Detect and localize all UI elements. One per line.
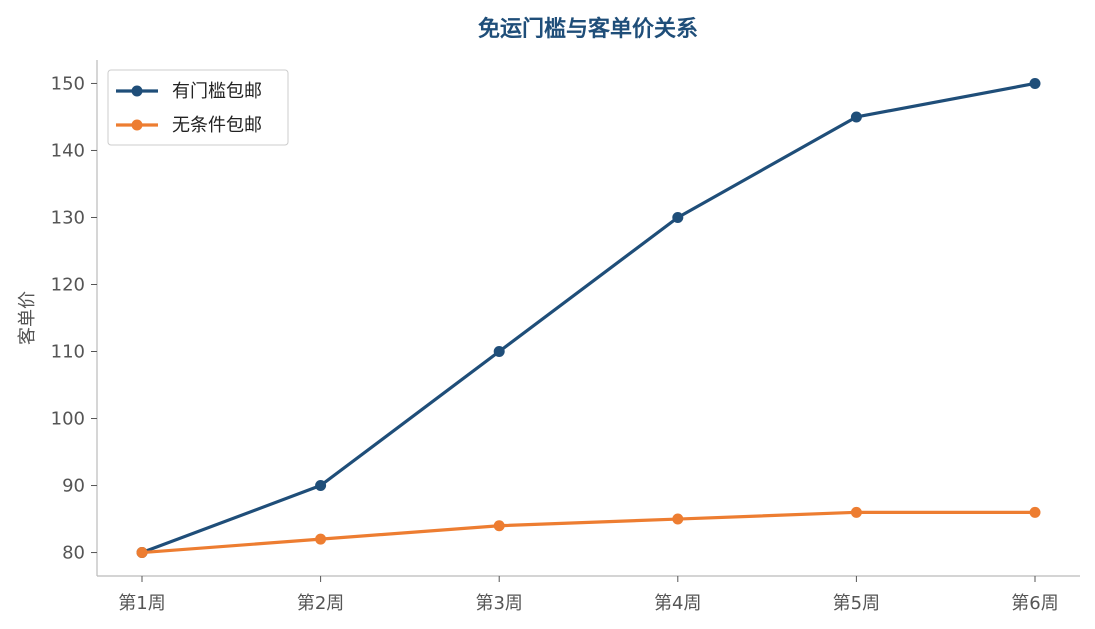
data-point — [1029, 77, 1041, 89]
x-tick-label: 第6周 — [1011, 593, 1058, 614]
data-point — [315, 480, 327, 492]
data-point — [493, 520, 505, 532]
legend-item: 无条件包邮 — [116, 115, 262, 136]
legend-marker — [131, 119, 143, 131]
x-tick-label: 第4周 — [654, 593, 701, 614]
chart-title: 免运门槛与客单价关系 — [478, 16, 698, 42]
data-point — [850, 506, 862, 518]
y-axis-ticks: 80 90 100 110 120 130 140 150 — [51, 73, 97, 564]
y-tick-label: 130 — [51, 207, 85, 228]
data-point — [136, 547, 148, 559]
y-tick-label: 120 — [51, 274, 85, 295]
data-point — [672, 513, 684, 525]
legend-label: 有门槛包邮 — [172, 81, 262, 102]
series-line — [140, 510, 1037, 555]
y-tick-label: 90 — [62, 476, 85, 497]
y-tick-label: 100 — [51, 409, 85, 430]
axes — [96, 60, 1080, 577]
data-point — [315, 533, 327, 545]
x-tick-label: 第5周 — [833, 593, 880, 614]
data-point — [850, 111, 862, 123]
y-tick-label: 150 — [51, 73, 85, 94]
y-tick-label: 80 — [62, 543, 85, 564]
data-point — [493, 346, 505, 358]
series-layer — [136, 77, 1041, 559]
legend-item: 有门槛包邮 — [116, 81, 262, 102]
series-1 — [136, 77, 1041, 559]
legend-marker — [131, 85, 143, 97]
series-line — [140, 81, 1037, 555]
x-tick-label: 第2周 — [297, 593, 344, 614]
x-axis-ticks: 第1周 第2周 第3周 第4周 第5周 第6周 — [118, 576, 1059, 614]
data-point — [1029, 506, 1041, 518]
y-tick-label: 110 — [51, 342, 85, 363]
series-2 — [136, 506, 1041, 559]
y-axis-label: 客单价 — [17, 291, 38, 345]
legend-label: 无条件包邮 — [172, 115, 262, 136]
data-point — [672, 211, 684, 223]
y-tick-label: 140 — [51, 140, 85, 161]
x-tick-label: 第3周 — [475, 593, 522, 614]
x-tick-label: 第1周 — [118, 593, 165, 614]
